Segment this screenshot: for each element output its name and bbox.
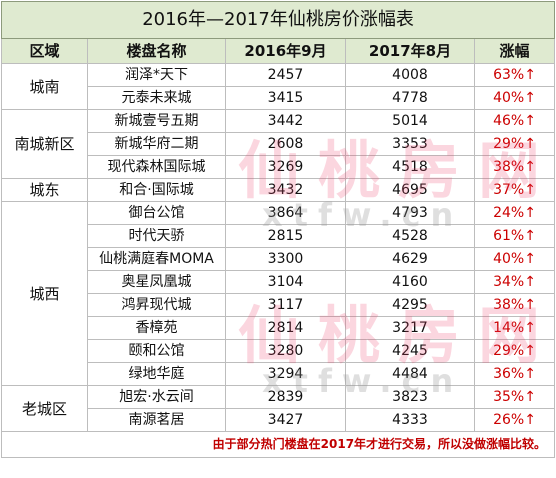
price-2017: 4695 <box>345 178 475 202</box>
table-row: 南源茗居 3427 4333 26%↑ <box>2 408 556 432</box>
project-name: 新城壹号五期 <box>87 109 226 133</box>
growth-rate: 37%↑ <box>473 178 556 202</box>
table-row: 城西 御台公馆 3864 4793 24%↑ <box>1 201 556 386</box>
price-2017: 3217 <box>345 316 475 340</box>
growth-rate: 40%↑ <box>473 86 556 110</box>
header-growth: 涨幅 <box>473 38 556 64</box>
project-name: 南源茗居 <box>87 408 226 432</box>
table-row: 鸿昇现代城 3117 4295 38%↑ <box>2 293 556 317</box>
project-name: 元泰未来城 <box>87 86 226 110</box>
price-2016: 3300 <box>225 247 346 271</box>
footnote: 由于部分热门楼盘在2017年才进行交易，所以没做涨幅比较。 <box>0 431 556 458</box>
project-name: 香樟苑 <box>87 316 226 340</box>
price-2017: 4629 <box>345 247 475 271</box>
project-name: 奥星凤凰城 <box>87 270 226 294</box>
project-name: 仙桃满庭春MOMA <box>87 247 226 271</box>
table-row: 城东 和合·国际城 3432 4695 37%↑ <box>1 178 556 202</box>
price-2016: 2839 <box>225 385 346 409</box>
growth-rate: 24%↑ <box>473 201 556 225</box>
table-row: 奥星凤凰城 3104 4160 34%↑ <box>2 270 556 294</box>
price-2017: 4778 <box>345 86 475 110</box>
header-2017: 2017年8月 <box>345 38 475 64</box>
project-name: 现代森林国际城 <box>87 155 226 179</box>
table-title: 2016年—2017年仙桃房价涨幅表 <box>0 1 556 39</box>
header-2016: 2016年9月 <box>225 38 346 64</box>
price-2016: 2814 <box>225 316 346 340</box>
price-2016: 3442 <box>225 109 346 133</box>
price-2017: 5014 <box>345 109 475 133</box>
header-region: 区域 <box>1 38 88 64</box>
price-2017: 4528 <box>345 224 475 248</box>
growth-rate: 35%↑ <box>473 385 556 409</box>
region-cell: 老城区 <box>1 385 88 432</box>
project-name: 润泽*天下 <box>87 63 226 87</box>
price-2016: 2815 <box>225 224 346 248</box>
table-row: 城南 润泽*天下 2457 4008 63%↑ <box>1 63 556 110</box>
growth-rate: 14%↑ <box>473 316 556 340</box>
price-2017: 4245 <box>345 339 475 363</box>
project-name: 和合·国际城 <box>87 178 226 202</box>
price-2017: 4518 <box>345 155 475 179</box>
header-project: 楼盘名称 <box>87 38 226 64</box>
project-name: 旭宏·水云间 <box>87 385 226 409</box>
price-2016: 3280 <box>225 339 346 363</box>
price-2017: 3353 <box>345 132 475 156</box>
growth-rate: 34%↑ <box>473 270 556 294</box>
price-2016: 3415 <box>225 86 346 110</box>
price-2016: 3427 <box>225 408 346 432</box>
price-2017: 4333 <box>345 408 475 432</box>
project-name: 颐和公馆 <box>87 339 226 363</box>
table-row: 老城区 旭宏·水云间 2839 3823 35%↑ <box>1 385 556 432</box>
growth-rate: 38%↑ <box>473 155 556 179</box>
price-2017: 4793 <box>345 201 475 225</box>
table-row: 南城新区 新城壹号五期 3442 5014 46%↑ <box>1 109 556 179</box>
price-table: 2016年—2017年仙桃房价涨幅表 区域 楼盘名称 2016年9月 2017年… <box>0 1 556 458</box>
price-2016: 3432 <box>225 178 346 202</box>
growth-rate: 26%↑ <box>473 408 556 432</box>
growth-rate: 38%↑ <box>473 293 556 317</box>
title-row: 2016年—2017年仙桃房价涨幅表 <box>0 1 556 39</box>
note-row: 由于部分热门楼盘在2017年才进行交易，所以没做涨幅比较。 <box>0 431 556 458</box>
growth-rate: 40%↑ <box>473 247 556 271</box>
table-row: 新城华府二期 2608 3353 29%↑ <box>2 132 556 156</box>
region-cell: 南城新区 <box>1 109 88 179</box>
project-name: 时代天骄 <box>87 224 226 248</box>
growth-rate: 46%↑ <box>473 109 556 133</box>
project-name: 御台公馆 <box>87 201 226 225</box>
growth-rate: 29%↑ <box>473 132 556 156</box>
price-2017: 4160 <box>345 270 475 294</box>
price-2016: 3117 <box>225 293 346 317</box>
growth-rate: 29%↑ <box>473 339 556 363</box>
table-row: 香樟苑 2814 3217 14%↑ <box>2 316 556 340</box>
price-2016: 3294 <box>225 362 346 386</box>
price-table-container: 2016年—2017年仙桃房价涨幅表 区域 楼盘名称 2016年9月 2017年… <box>0 1 556 458</box>
project-name: 绿地华庭 <box>87 362 226 386</box>
price-2017: 4295 <box>345 293 475 317</box>
table-row: 元泰未来城 3415 4778 40%↑ <box>2 86 556 110</box>
price-2016: 2608 <box>225 132 346 156</box>
region-cell: 城西 <box>1 201 88 386</box>
region-cell: 城南 <box>1 63 88 110</box>
growth-rate: 61%↑ <box>473 224 556 248</box>
table-row: 现代森林国际城 3269 4518 38%↑ <box>2 155 556 179</box>
table-row: 仙桃满庭春MOMA 3300 4629 40%↑ <box>2 247 556 271</box>
header-row: 区域 楼盘名称 2016年9月 2017年8月 涨幅 <box>1 38 556 64</box>
price-2016: 3864 <box>225 201 346 225</box>
project-name: 鸿昇现代城 <box>87 293 226 317</box>
growth-rate: 63%↑ <box>473 63 556 87</box>
price-2016: 2457 <box>225 63 346 87</box>
price-2017: 4484 <box>345 362 475 386</box>
price-2016: 3104 <box>225 270 346 294</box>
growth-rate: 36%↑ <box>473 362 556 386</box>
table-row: 时代天骄 2815 4528 61%↑ <box>2 224 556 248</box>
project-name: 新城华府二期 <box>87 132 226 156</box>
region-cell: 城东 <box>1 178 88 202</box>
price-2017: 4008 <box>345 63 475 87</box>
price-2016: 3269 <box>225 155 346 179</box>
price-2017: 3823 <box>345 385 475 409</box>
